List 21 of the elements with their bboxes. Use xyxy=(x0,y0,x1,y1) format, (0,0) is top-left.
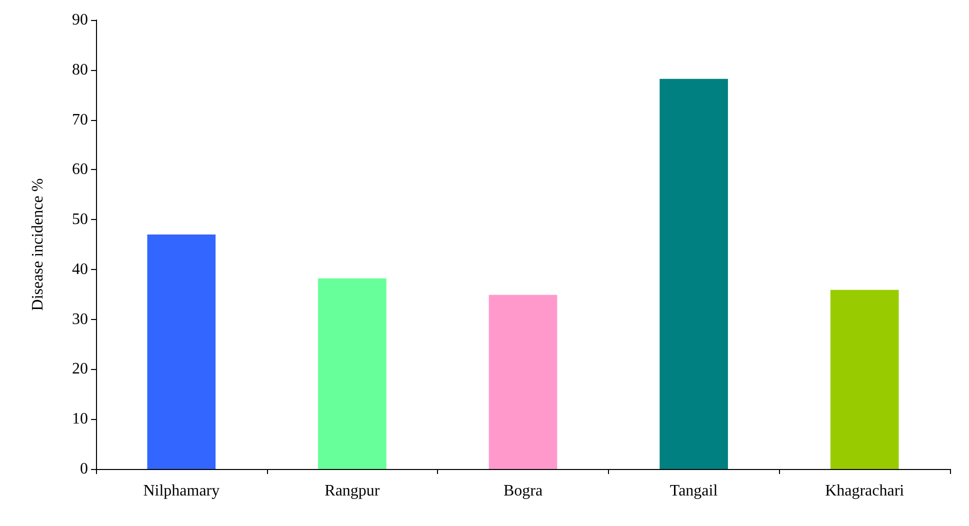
bar xyxy=(147,234,216,469)
bar xyxy=(660,78,728,469)
y-tick-label: 30 xyxy=(72,310,88,328)
bar xyxy=(830,290,899,469)
x-tick-label: Bogra xyxy=(503,482,543,500)
x-tick-label: Rangpur xyxy=(324,482,380,500)
y-tick-label: 40 xyxy=(72,260,88,278)
y-tick-label: 60 xyxy=(72,161,88,178)
y-axis-title: Disease incidence % xyxy=(30,178,46,311)
y-tick-label: 0 xyxy=(80,460,88,478)
y-tick-label: 10 xyxy=(72,410,88,428)
bar xyxy=(488,294,558,469)
x-tick-label: Tangail xyxy=(670,482,718,500)
y-tick-label: 70 xyxy=(72,111,88,128)
y-tick-label: 90 xyxy=(72,12,88,28)
y-tick-label: 50 xyxy=(72,211,88,228)
x-tick-label: Khagrachari xyxy=(825,482,905,500)
x-tick-label: Nilphamary xyxy=(143,482,220,500)
y-tick-label: 20 xyxy=(72,360,88,378)
y-tick-label: 80 xyxy=(72,61,88,78)
bar xyxy=(318,278,386,469)
